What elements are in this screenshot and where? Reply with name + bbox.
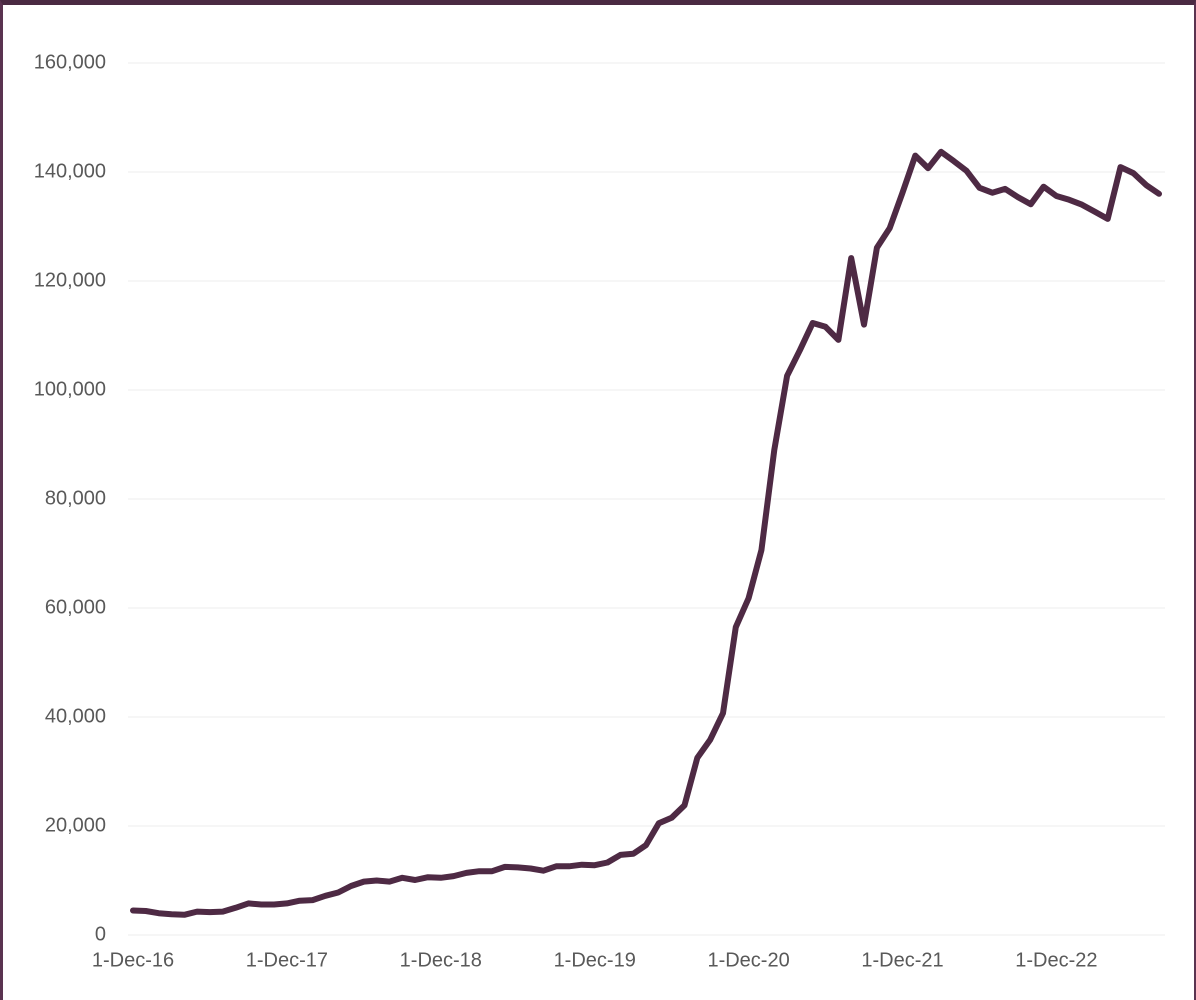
y-tick-label: 40,000	[45, 705, 106, 727]
y-tick-label: 120,000	[34, 269, 106, 291]
line-series	[130, 148, 1162, 918]
y-tick-label: 140,000	[34, 160, 106, 182]
x-tick-label: 1-Dec-21	[861, 949, 943, 971]
x-tick-label: 1-Dec-22	[1015, 949, 1097, 971]
y-tick-label: 80,000	[45, 487, 106, 509]
y-tick-label: 20,000	[45, 814, 106, 836]
y-tick-label: 60,000	[45, 596, 106, 618]
y-tick-label: 100,000	[34, 378, 106, 400]
x-tick-label: 1-Dec-18	[400, 949, 482, 971]
x-tick-label: 1-Dec-17	[246, 949, 328, 971]
x-tick-label: 1-Dec-20	[707, 949, 789, 971]
x-tick-label: 1-Dec-19	[554, 949, 636, 971]
x-tick-label: 1-Dec-16	[92, 949, 174, 971]
y-tick-label: 160,000	[34, 51, 106, 73]
y-tick-label: 0	[95, 923, 106, 945]
